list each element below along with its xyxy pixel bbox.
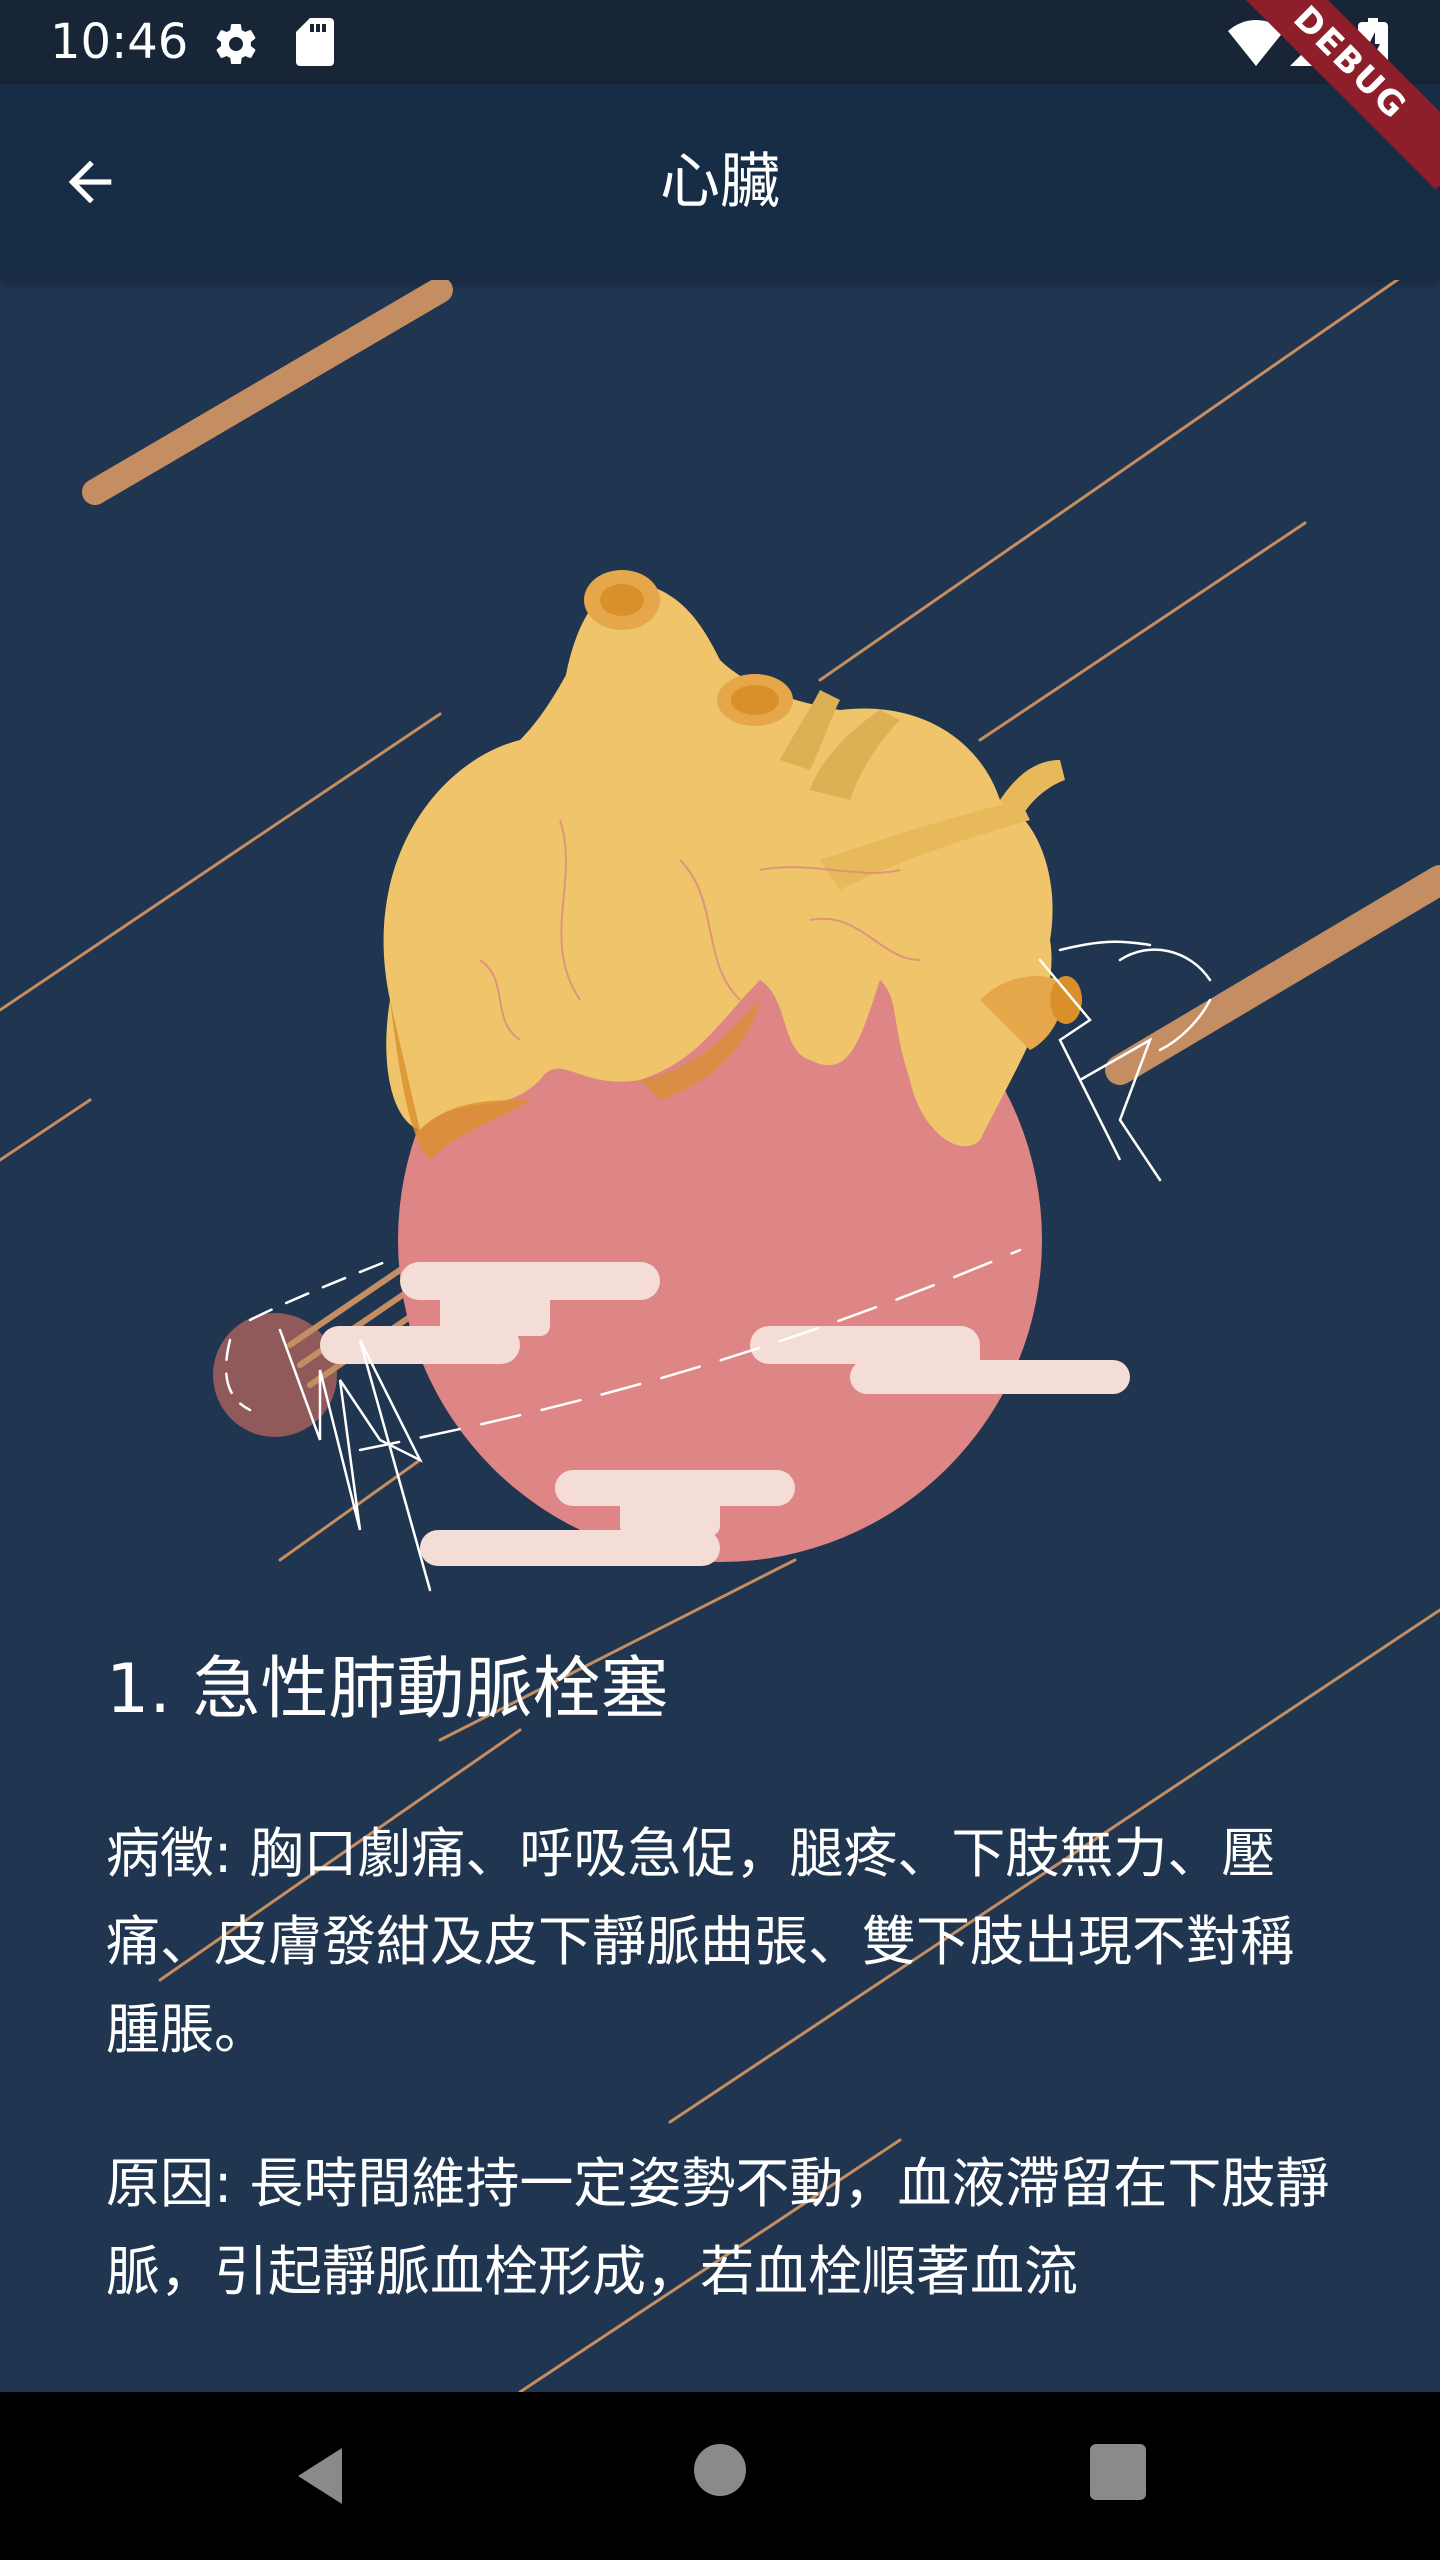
app-bar: 心臟 (0, 84, 1440, 280)
gear-icon (216, 24, 256, 65)
background-decor-lines (0, 280, 1440, 2392)
heart-illustration (213, 570, 1212, 1592)
nav-home-icon[interactable] (694, 2444, 746, 2496)
causes-paragraph: 原因: 長時間維持一定姿勢不動，血液滯留在下肢靜脈，引起靜脈血栓形成，若血栓順著… (106, 2152, 1330, 2303)
nav-back-icon[interactable] (290, 2444, 354, 2508)
symptoms-paragraph: 病徵: 胸口劇痛、呼吸急促，腿疼、下肢無力、壓痛、皮膚發紺及皮下靜脈曲張、雙下肢… (106, 1822, 1294, 2061)
system-nav-bar (0, 2392, 1440, 2560)
wifi-icon (1228, 20, 1284, 66)
status-bar: 10:46 (0, 0, 1440, 84)
arrow-back-icon (68, 160, 112, 204)
sd-card-icon (296, 18, 334, 66)
article-heading: 1. 急性肺動脈栓塞 (106, 1650, 669, 1729)
status-time: 10:46 (50, 14, 189, 70)
page-title: 心臟 (660, 147, 780, 217)
content-scroll-area[interactable]: 1. 急性肺動脈栓塞 病徵: 胸口劇痛、呼吸急促，腿疼、下肢無力、壓痛、皮膚發紺… (0, 280, 1440, 2392)
back-button[interactable] (48, 140, 132, 224)
nav-recents-icon[interactable] (1090, 2444, 1146, 2500)
